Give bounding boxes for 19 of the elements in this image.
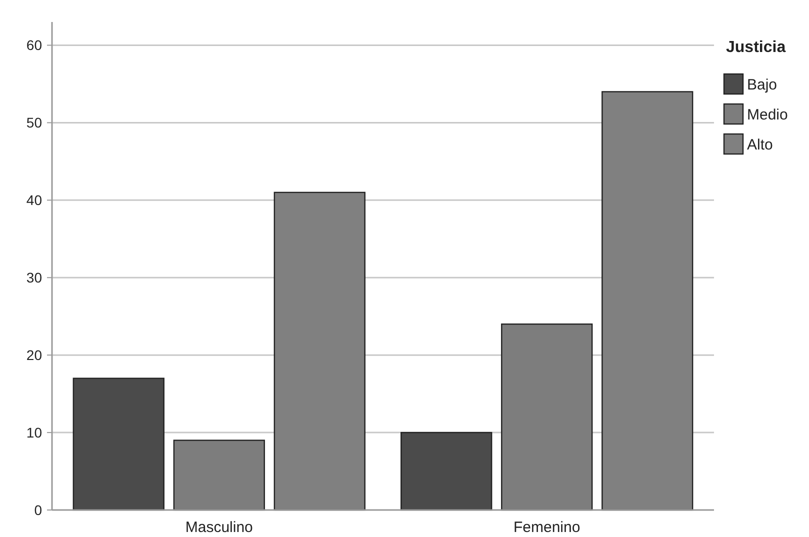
y-tick-label: 10 <box>26 424 42 440</box>
x-tick-label: Femenino <box>514 519 580 536</box>
legend-label: Medio <box>747 106 788 124</box>
legend-label: Alto <box>747 136 773 154</box>
bar <box>173 440 265 511</box>
y-tick-label: 20 <box>26 346 42 363</box>
bar <box>274 192 366 511</box>
bar <box>72 378 164 511</box>
y-tick-label: 60 <box>26 37 42 54</box>
y-tick-label: 30 <box>26 270 42 286</box>
legend-label: Bajo <box>747 76 778 94</box>
y-tick-label: 50 <box>26 114 42 131</box>
x-tick-label: Masculino <box>185 519 253 536</box>
legend-title: Justicia <box>726 39 786 56</box>
bar <box>400 432 492 511</box>
y-tick-label: 40 <box>26 192 42 208</box>
bar <box>501 323 593 511</box>
y-tick-label: 0 <box>34 502 42 518</box>
bar <box>602 91 694 511</box>
